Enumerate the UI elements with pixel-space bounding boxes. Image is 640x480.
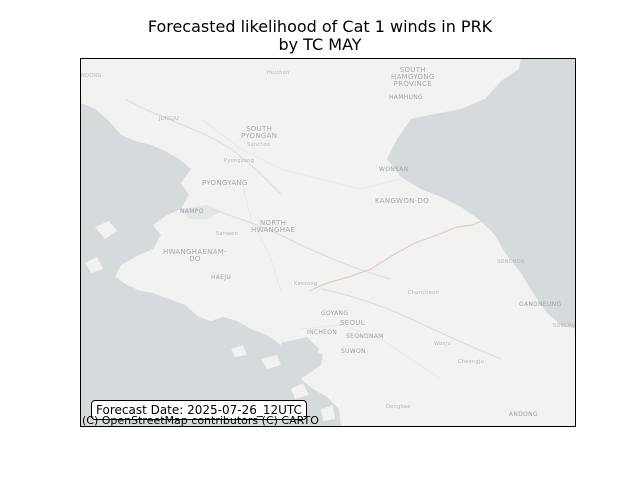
label-huichon: Huichon [267, 70, 290, 76]
label-suwon: SUWON [341, 348, 366, 355]
label-goyang: GOYANG [321, 310, 349, 317]
label-sokcho: SOKCHO [553, 323, 576, 329]
basemap [81, 59, 575, 426]
label-kangwon-do: KANGWON-DO [375, 197, 430, 205]
label-sunchon: Sunchon [247, 142, 271, 148]
label-seongnam: SEONGNAM [346, 333, 384, 340]
map-panel[interactable]: SOUTH HAMGYONG PROVINCE HAMHUNG SOUTH PYONG… [80, 58, 576, 427]
label-hamhung: HAMHUNG [389, 94, 423, 101]
label-wonsan: WONSAN [379, 166, 409, 173]
label-ndong: NDONG [81, 73, 102, 79]
label-pyongsong: Pyongsong [224, 158, 255, 164]
chart-title-line-1: Forecasted likelihood of Cat 1 winds in … [147, 17, 493, 36]
label-wonju: Wonju [434, 341, 451, 347]
label-north-hwanghae: NORTH HWANGHAE [251, 219, 296, 234]
label-sariwon: Sariwon [216, 231, 239, 237]
label-haeju: HAEJU [211, 274, 232, 281]
label-seoul: SEOUL [340, 319, 365, 327]
land-korea-north [81, 59, 575, 426]
label-kaesong: Kaesong [294, 281, 318, 287]
label-south-hamgyong: SOUTH HAMGYONG PROVINCE [391, 66, 435, 88]
label-nampo: NAMPO [180, 208, 204, 215]
label-chuncheon: Chuncheon [408, 290, 439, 296]
label-pyongyang: PYONGYANG [202, 179, 248, 187]
label-sonchon: SONCHON [497, 259, 525, 265]
chart-title-line-2: by TC MAY [278, 35, 362, 54]
label-incheon: INCHEON [307, 329, 338, 336]
label-south-pyongan: SOUTH PYONGAN [241, 125, 278, 140]
forecast-date-box: Forecast Date: 2025-07-26_12UTC [91, 400, 307, 420]
label-andong: ANDONG [509, 411, 538, 418]
label-jongju: JONGJU [159, 116, 179, 122]
label-gangneung: GANGNEUNG [519, 301, 562, 308]
label-hwanghaenam-do: HWANGHAENAM- DO [163, 248, 227, 263]
label-cheongju: Cheongju [458, 359, 485, 365]
label-donghae: Donghae [386, 404, 411, 410]
map-attribution: (C) OpenStreetMap contributors (C) CARTO [82, 414, 319, 427]
